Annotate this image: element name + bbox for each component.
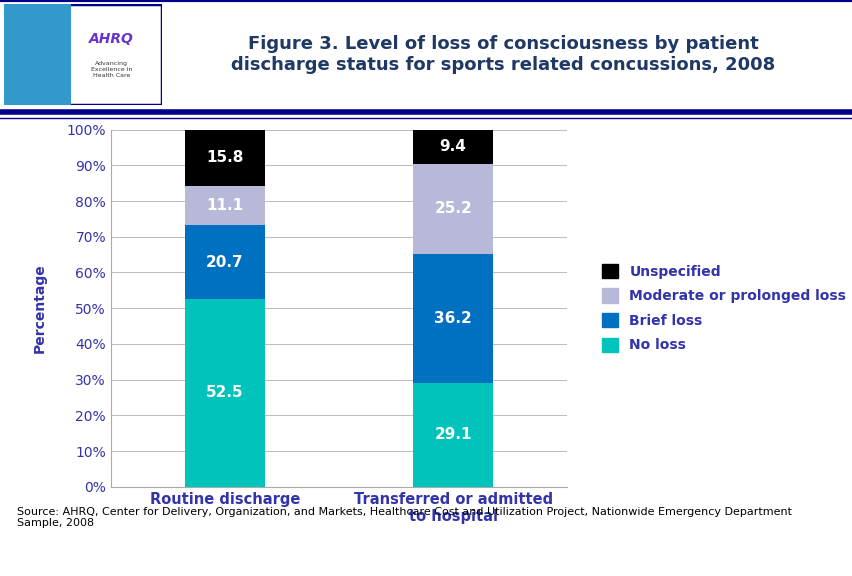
Bar xyxy=(412,130,492,164)
Bar xyxy=(412,383,492,487)
Legend: Unspecified, Moderate or prolonged loss, Brief loss, No loss: Unspecified, Moderate or prolonged loss,… xyxy=(601,264,845,353)
Text: 36.2: 36.2 xyxy=(434,310,471,325)
Text: Source: AHRQ, Center for Delivery, Organization, and Markets, Healthcare Cost an: Source: AHRQ, Center for Delivery, Organ… xyxy=(17,507,791,528)
Bar xyxy=(412,164,492,253)
Text: 9.4: 9.4 xyxy=(439,139,466,154)
Bar xyxy=(185,185,265,225)
Text: 20.7: 20.7 xyxy=(206,255,244,270)
Bar xyxy=(185,225,265,300)
Text: Figure 3. Level of loss of consciousness by patient
discharge status for sports : Figure 3. Level of loss of consciousness… xyxy=(231,35,774,74)
Text: 29.1: 29.1 xyxy=(434,427,471,442)
Text: AHRQ: AHRQ xyxy=(89,32,134,46)
FancyBboxPatch shape xyxy=(4,4,162,105)
Text: Advancing
Excellence in
Health Care: Advancing Excellence in Health Care xyxy=(91,61,132,78)
Text: 11.1: 11.1 xyxy=(206,198,244,213)
Text: 25.2: 25.2 xyxy=(434,201,471,216)
Y-axis label: Percentage: Percentage xyxy=(33,263,47,353)
Bar xyxy=(185,300,265,487)
Bar xyxy=(185,129,265,185)
Bar xyxy=(412,253,492,383)
Text: 52.5: 52.5 xyxy=(206,385,244,400)
Text: 15.8: 15.8 xyxy=(206,150,244,165)
FancyBboxPatch shape xyxy=(4,4,71,105)
